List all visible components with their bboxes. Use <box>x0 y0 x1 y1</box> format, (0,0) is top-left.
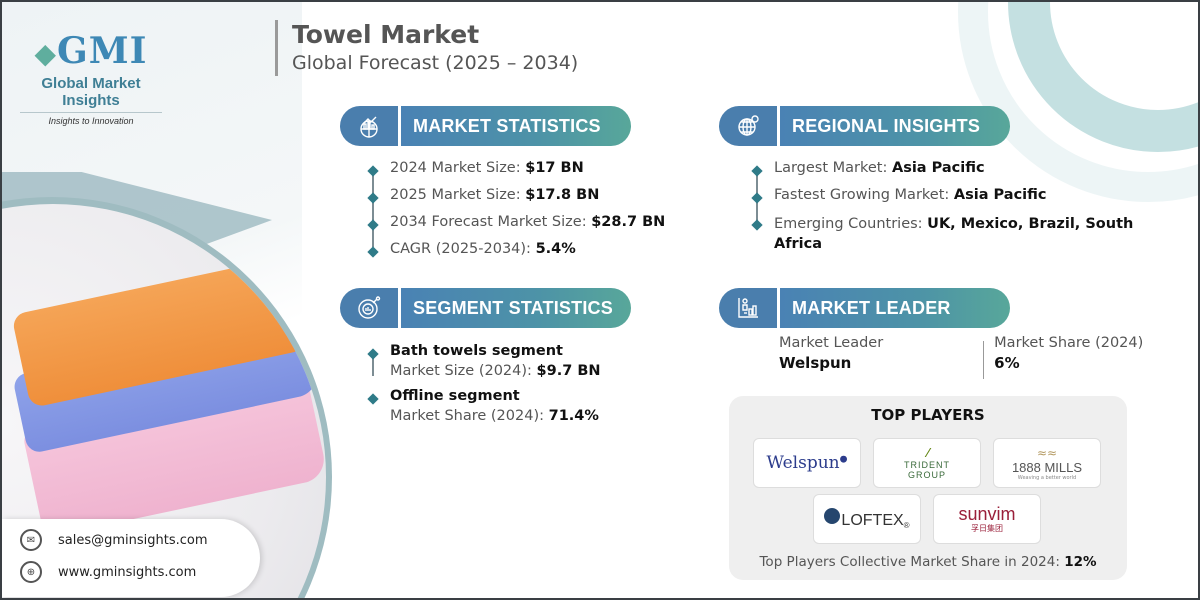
market-statistics-header: MARKET STATISTICS <box>340 106 631 146</box>
market-leader-title: MARKET LEADER <box>792 297 951 318</box>
page-title: Towel Market <box>292 20 480 49</box>
segment-statistics-header: SEGMENT STATISTICS <box>340 288 631 328</box>
segment-bath-towels-name: Bath towels segment <box>368 343 698 359</box>
regional-insights-label-pill: REGIONAL INSIGHTS <box>780 106 1010 146</box>
timeline-line <box>372 353 374 376</box>
contact-website[interactable]: www.gminsights.com <box>58 564 197 580</box>
emerging-countries: Emerging Countries: UK, Mexico, Brazil, … <box>752 214 1172 254</box>
chart-globe-icon <box>340 106 398 146</box>
market-statistics-list: 2024 Market Size: $17 BN 2025 Market Siz… <box>368 160 698 257</box>
contact-website-row[interactable]: ⊕ www.gminsights.com <box>20 561 196 583</box>
leader-column: Market Leader Welspun <box>779 335 883 379</box>
player-logo-1888-mills: ≈≈ 1888 MILLS Weaving a better world <box>993 438 1101 488</box>
segment-statistics-title: SEGMENT STATISTICS <box>413 297 613 318</box>
gmi-logo: ◆GMI Global Market Insights Insights to … <box>16 32 166 126</box>
segment-bath-towels-size: Market Size (2024): $9.7 BN <box>390 363 601 379</box>
pie-chart-icon <box>340 288 398 328</box>
contact-email-row[interactable]: ✉ sales@gminsights.com <box>20 529 208 551</box>
brand-name: Global Market Insights <box>41 75 141 109</box>
segment-offline-share: Market Share (2024): 71.4% <box>390 408 599 424</box>
loftex-mark-icon <box>824 508 841 524</box>
leader-chart-icon <box>719 288 777 328</box>
contact-card: ✉ sales@gminsights.com ⊕ www.gminsights.… <box>2 519 260 597</box>
globe-icon: ⊕ <box>20 561 42 583</box>
player-logo-trident: ⁄⁄⁄ TRIDENT GROUP <box>873 438 981 488</box>
market-statistics-label-pill: MARKET STATISTICS <box>401 106 631 146</box>
share-label: Market Share (2024) <box>994 335 1144 351</box>
top-players-collective-share: Top Players Collective Market Share in 2… <box>759 554 1097 570</box>
leader-label: Market Leader <box>779 335 884 351</box>
share-column: Market Share (2024) 6% <box>994 335 1143 379</box>
market-leader-header: MARKET LEADER <box>719 288 1010 328</box>
segment-statistics-list: Bath towels segment Market Size (2024): … <box>368 343 698 424</box>
segment-statistics-label-pill: SEGMENT STATISTICS <box>401 288 631 328</box>
market-statistics-title: MARKET STATISTICS <box>413 115 601 136</box>
logo-divider <box>20 112 162 113</box>
globe-pin-icon <box>719 106 777 146</box>
leader-value: Welspun <box>779 354 852 372</box>
stat-cagr: CAGR (2025-2034): 5.4% <box>368 241 698 257</box>
title-block: Towel Market Global Forecast (2025 – 203… <box>275 20 578 76</box>
diamond-icon: ◆ <box>34 37 58 70</box>
player-logo-loftex: LOFTEX ® <box>813 494 921 544</box>
timeline-line <box>372 170 374 247</box>
mills-wave-icon: ≈≈ <box>1036 445 1058 460</box>
leader-divider <box>983 341 985 379</box>
fastest-growing-market: Fastest Growing Market: Asia Pacific <box>752 187 1172 203</box>
logo-mark: ◆GMI <box>34 30 148 72</box>
market-leader-label-pill: MARKET LEADER <box>780 288 1010 328</box>
top-players-panel: TOP PLAYERS Welspun● ⁄⁄⁄ TRIDENT GROUP ≈… <box>729 396 1127 580</box>
regional-insights-header: REGIONAL INSIGHTS <box>719 106 1010 146</box>
share-value: 6% <box>994 354 1020 372</box>
stat-2024-market-size: 2024 Market Size: $17 BN <box>368 160 698 176</box>
segment-offline-name: Offline segment <box>368 388 698 404</box>
player-logo-welspun: Welspun● <box>753 438 861 488</box>
page-subtitle: Global Forecast (2025 – 2034) <box>292 52 579 74</box>
envelope-icon: ✉ <box>20 529 42 551</box>
contact-email[interactable]: sales@gminsights.com <box>58 532 208 548</box>
largest-market: Largest Market: Asia Pacific <box>752 160 1172 176</box>
regional-insights-title: REGIONAL INSIGHTS <box>792 115 981 136</box>
regional-insights-list: Largest Market: Asia Pacific Fastest Gro… <box>752 160 1172 254</box>
player-logo-sunvim: sunvim 孚日集团 <box>933 494 1041 544</box>
top-players-title: TOP PLAYERS <box>871 406 985 424</box>
stat-2034-forecast-size: 2034 Forecast Market Size: $28.7 BN <box>368 214 698 230</box>
stat-2025-market-size: 2025 Market Size: $17.8 BN <box>368 187 698 203</box>
brand-tagline: Insights to Innovation <box>48 116 134 126</box>
market-leader-details: Market Leader Welspun Market Share (2024… <box>779 335 1143 379</box>
